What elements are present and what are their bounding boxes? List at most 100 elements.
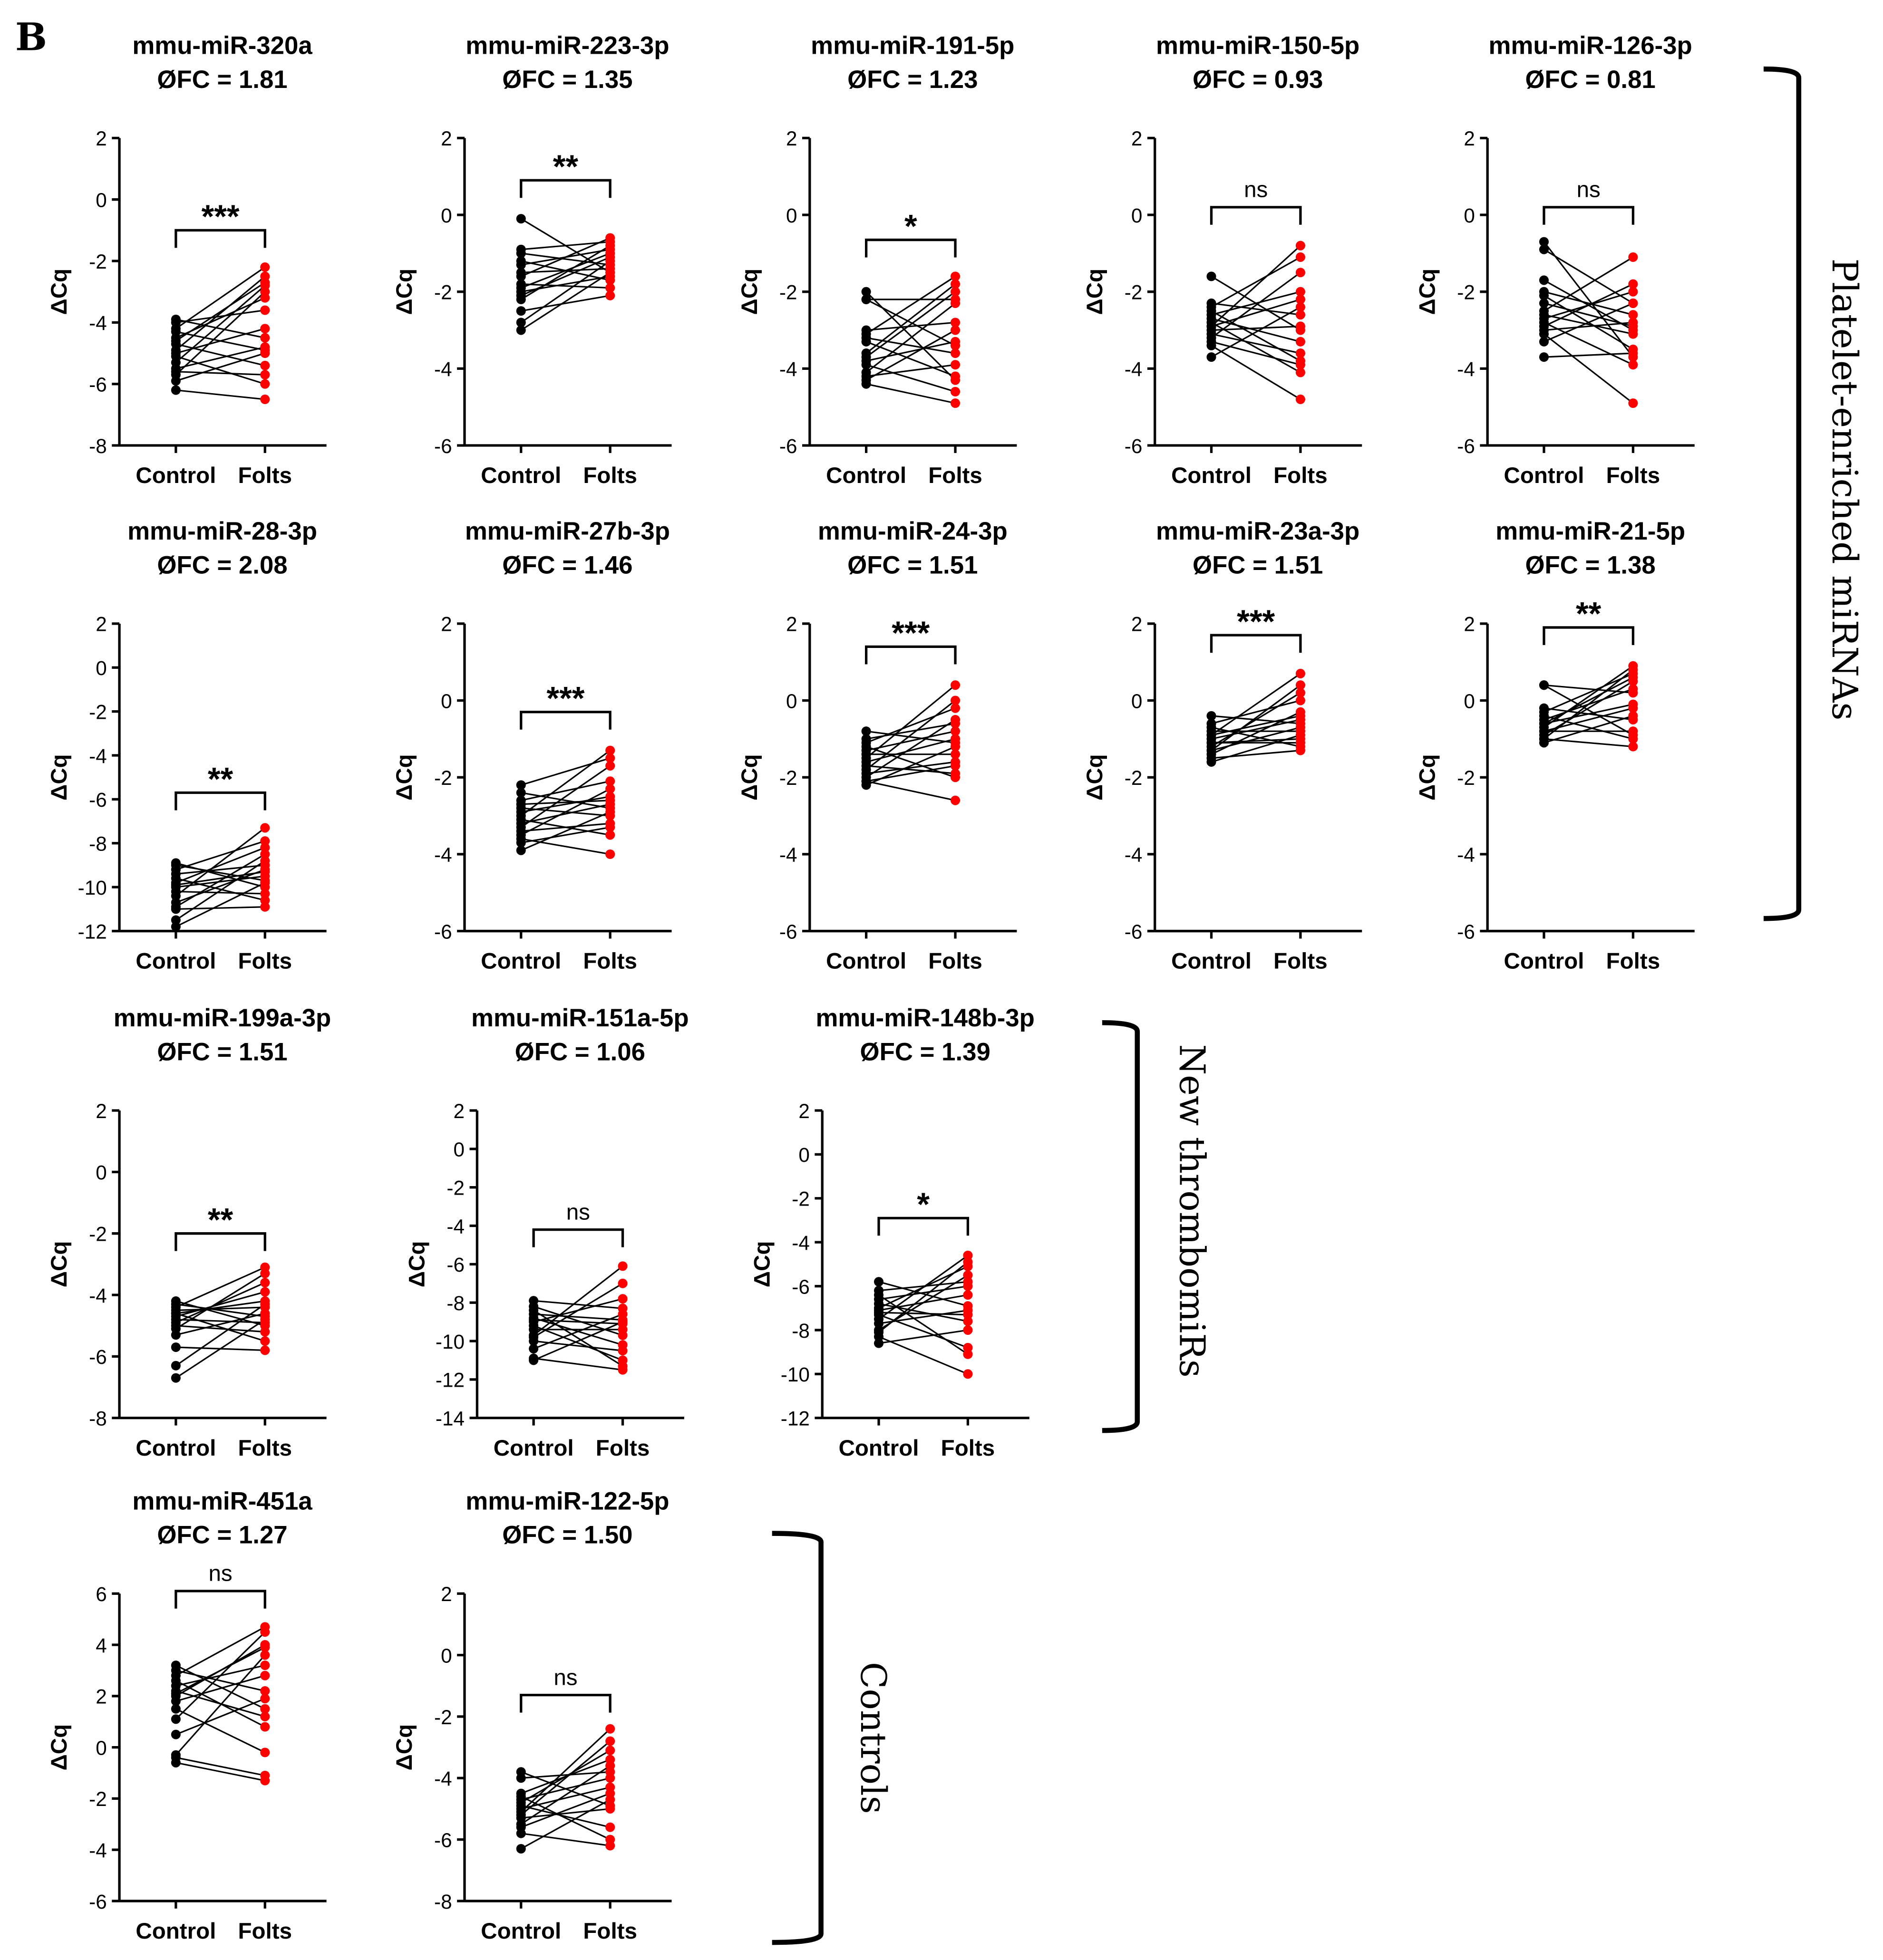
y-tick-label: -6 [792,1275,810,1298]
folts-point [951,360,961,370]
pair-line [866,761,956,774]
pair-line [521,826,611,844]
control-point [516,845,526,855]
pair-line [175,343,265,367]
y-axis-label: ΔCq [737,754,762,800]
folts-point [605,849,615,859]
control-point [516,306,526,316]
pair-line [521,1808,611,1819]
folts-point [260,293,270,303]
folts-point [260,360,270,370]
folts-point [1295,360,1305,370]
control-point [1539,298,1549,308]
folts-point [951,279,961,289]
control-point [1206,271,1216,281]
y-tick-label: 2 [441,613,452,636]
pair-line [865,283,956,354]
x-tick-label: Folts [238,949,292,974]
y-tick-label: -6 [1125,435,1143,457]
y-axis-label: ΔCq [404,1241,429,1287]
folts-point [260,345,270,355]
folts-point [951,726,961,736]
folts-point [260,1650,270,1660]
plot-title: mmu-miR-27b-3p [465,517,670,545]
folts-point [605,1736,615,1746]
folts-point [951,318,961,328]
y-tick-label: -10 [436,1331,465,1353]
folts-point [605,811,615,821]
folts-point [260,860,270,870]
plot-mmu-miR-24-3p: mmu-miR-24-3p ØFC = 1.51 2 0 -2 -4 -6 Control Fo… [737,517,1017,974]
pair-line [866,383,956,404]
control-point [1539,680,1549,690]
y-tick-label: -8 [434,1891,452,1913]
folts-point [1295,711,1305,721]
pair-line [521,283,611,289]
y-tick-label: 0 [96,189,107,212]
control-point [874,1338,884,1348]
y-tick-label: 0 [453,1139,464,1161]
pair-line [865,302,956,373]
folts-point [963,1277,973,1287]
pair-line [1543,738,1633,748]
pair-line [866,730,956,752]
control-point [171,385,181,395]
pair-line [1211,700,1301,724]
significance-label: *** [892,615,930,651]
folts-point [1295,302,1305,312]
folts-point [260,1704,270,1714]
plot-mmu-miR-451a: mmu-miR-451a ØFC = 1.27 6 4 2 0 -2 -4 -6 Control F… [47,1487,327,1944]
significance-bracket [1543,206,1635,225]
pair-line [865,291,956,381]
pair-line [533,1340,623,1352]
significance-bracket [864,645,957,665]
plot-title: mmu-miR-21-5p [1495,517,1685,545]
folts-point [605,745,615,755]
folts-point [260,1686,270,1696]
control-point [1539,306,1549,316]
pair-line [521,807,611,817]
x-tick-label: Folts [928,463,982,488]
pair-line [521,1796,611,1841]
control-point [1539,314,1549,324]
folts-point [605,244,615,254]
y-tick-label: -12 [78,920,107,943]
pair-line [1211,715,1301,724]
pair-line [521,1805,611,1828]
pair-line [1211,325,1301,331]
folts-point [951,386,961,396]
pair-line [175,1647,266,1694]
pair-line [175,1346,265,1352]
plot-mmu-miR-320a: mmu-miR-320a ØFC = 1.81 2 0 -2 -4 -6 -8 Control F… [47,32,327,488]
pair-line [533,1305,623,1336]
folts-point [260,1622,270,1632]
control-point [516,780,526,790]
folts-point [260,1312,270,1322]
significance-bracket [1543,626,1635,645]
pair-line [175,847,265,884]
control-point [1206,738,1216,748]
y-tick-label: -4 [89,745,107,767]
plots: mmu-miR-320a ØFC = 1.81 2 0 -2 -4 -6 -8 Control F… [47,32,1695,1944]
control-point [529,1344,539,1354]
y-tick-label: -4 [779,844,797,866]
control-point [1539,287,1549,297]
plot-subtitle: ØFC = 1.06 [515,1038,645,1066]
folts-point [951,294,961,304]
plot-subtitle: ØFC = 1.51 [157,1038,287,1066]
y-tick-label: 0 [786,690,797,712]
plot-mmu-miR-126-3p: mmu-miR-126-3p ØFC = 0.81 2 0 -2 -4 -6 Control F… [1415,32,1695,488]
y-tick-label: -2 [1125,281,1143,304]
control-point [1539,726,1549,736]
folts-point [605,1834,615,1844]
folts-point [1628,325,1638,335]
pair-line [521,1793,611,1828]
plot-subtitle: ØFC = 1.35 [502,66,632,94]
y-tick-label: -6 [434,1829,452,1851]
pair-line [521,1771,611,1806]
folts-point [1628,398,1638,408]
folts-point [951,772,961,782]
control-point [1206,298,1216,308]
x-tick-label: Folts [238,463,292,488]
significance-label: * [904,208,917,244]
